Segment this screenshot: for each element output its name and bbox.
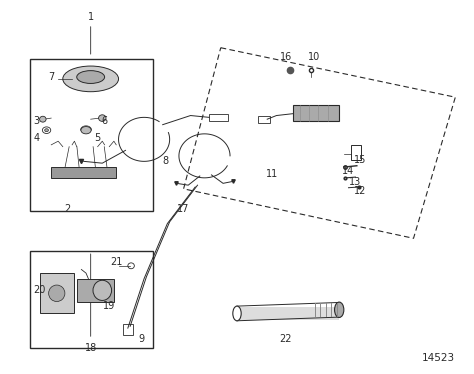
Text: 1: 1	[88, 12, 94, 22]
Polygon shape	[51, 167, 116, 178]
Ellipse shape	[93, 280, 111, 300]
Text: 12: 12	[354, 186, 366, 196]
Text: 22: 22	[280, 334, 292, 344]
Bar	[209, 114, 228, 121]
Text: 3: 3	[33, 116, 39, 126]
Bar	[30, 59, 154, 211]
Ellipse shape	[49, 285, 65, 301]
Text: 14: 14	[342, 166, 355, 175]
Ellipse shape	[81, 126, 91, 134]
Text: 21: 21	[110, 257, 122, 267]
Text: 10: 10	[308, 52, 320, 62]
Text: 20: 20	[33, 285, 46, 295]
Text: 17: 17	[177, 204, 190, 214]
Bar	[293, 104, 339, 121]
Bar	[237, 307, 339, 320]
Bar	[258, 116, 270, 123]
Text: 9: 9	[139, 334, 145, 344]
Text: 13: 13	[349, 177, 362, 187]
Text: 16: 16	[280, 52, 292, 62]
Bar	[351, 145, 361, 160]
Ellipse shape	[77, 71, 105, 83]
Text: 5: 5	[94, 132, 101, 142]
Text: 2: 2	[64, 204, 71, 214]
Bar	[123, 324, 133, 335]
Text: 4: 4	[33, 132, 39, 142]
Text: 7: 7	[48, 72, 55, 82]
Text: 18: 18	[84, 343, 97, 353]
Text: 14523: 14523	[422, 353, 456, 363]
Text: 19: 19	[103, 301, 115, 311]
Ellipse shape	[233, 306, 241, 321]
Text: 6: 6	[101, 116, 108, 126]
Bar	[39, 273, 74, 313]
Ellipse shape	[335, 302, 344, 318]
Text: 15: 15	[354, 154, 366, 165]
Text: 8: 8	[162, 156, 168, 166]
Text: 11: 11	[266, 169, 278, 179]
Ellipse shape	[99, 115, 106, 122]
Bar	[30, 251, 154, 348]
Ellipse shape	[63, 66, 118, 92]
Bar	[77, 279, 114, 303]
Ellipse shape	[45, 129, 48, 132]
Ellipse shape	[39, 116, 46, 122]
